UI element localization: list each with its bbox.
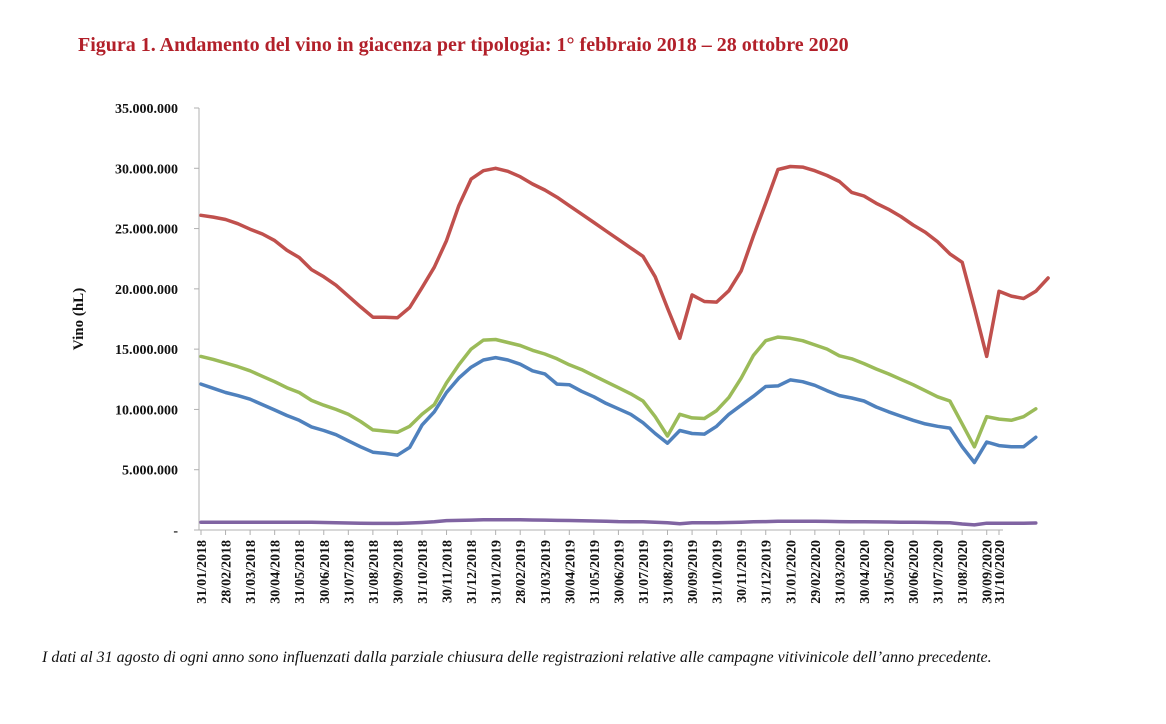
x-ticks: 31/01/2018 28/02/2018 31/03/2018 30/04/2018… — [195, 530, 1008, 604]
y-axis-label-group: Vino (hL) — [71, 288, 87, 350]
figure-title: Figura 1. Andamento del vino in giacenza… — [78, 34, 849, 56]
x-tick-label: 31/07/2019 — [637, 540, 652, 604]
y-tick-label: - — [173, 524, 178, 539]
y-tick-label: 25.000.000 — [115, 223, 178, 238]
x-tick-label: 31/10/2018 — [416, 540, 431, 604]
x-tick-label: 31/03/2018 — [244, 540, 259, 604]
x-tick-label: 30/09/2019 — [686, 540, 701, 604]
y-axis-label: Vino (hL) — [71, 288, 87, 350]
x-tick-label: 31/08/2019 — [662, 540, 677, 604]
y-tick-label: 10.000.000 — [115, 403, 178, 418]
x-tick-label: 31/01/2020 — [784, 540, 799, 604]
x-tick-label: 30/11/2018 — [441, 540, 456, 603]
series-line-green — [199, 335, 1038, 449]
x-tick-label: 31/08/2018 — [367, 540, 382, 604]
x-tick-label: 31/07/2018 — [342, 540, 357, 604]
y-tick-label: 35.000.000 — [115, 102, 178, 117]
x-tick-label: 28/02/2018 — [220, 540, 235, 604]
x-tick-label: 31/10/2019 — [711, 540, 726, 604]
y-tick-label: 30.000.000 — [115, 162, 178, 177]
y-tick-label: 15.000.000 — [115, 343, 178, 358]
x-tick-label: 30/04/2020 — [858, 540, 873, 604]
x-tick-label: 30/09/2020 — [981, 540, 996, 604]
x-tick-label: 30/09/2018 — [391, 540, 406, 604]
x-tick-label: 31/05/2020 — [883, 540, 898, 604]
y-ticks: - 5.000.000 10.000.000 15.000.000 20.000.000… — [115, 102, 199, 539]
x-tick-label: 31/12/2019 — [760, 540, 775, 604]
series-lines — [199, 164, 1050, 527]
series-line-blue — [199, 355, 1038, 465]
line-chart: Vino (hL) - 5.000.000 10.000.000 15.000.000… — [71, 102, 1050, 604]
x-tick-label: 31/05/2018 — [293, 540, 308, 604]
x-tick-label: 28/02/2019 — [514, 540, 529, 604]
x-tick-label: 31/12/2018 — [465, 540, 480, 604]
x-tick-label: 30/04/2019 — [563, 540, 578, 604]
x-tick-label: 30/06/2019 — [612, 540, 627, 604]
x-tick-label: 31/03/2020 — [833, 540, 848, 604]
x-tick-label: 30/06/2018 — [318, 540, 333, 604]
x-tick-label: 30/04/2018 — [269, 540, 284, 604]
x-tick-label: 31/07/2020 — [932, 540, 947, 604]
x-tick-label: 31/03/2019 — [539, 540, 554, 604]
series-line-purple — [199, 518, 1038, 527]
series-line-red — [199, 164, 1050, 359]
x-tick-label: 31/05/2019 — [588, 540, 603, 604]
y-tick-label: 5.000.000 — [122, 464, 178, 479]
x-tick-label: 29/02/2020 — [809, 540, 824, 604]
x-tick-label: 31/01/2019 — [490, 540, 505, 604]
y-tick-label: 20.000.000 — [115, 283, 178, 298]
x-tick-label: 31/10/2020 — [993, 540, 1008, 604]
figure-caption: I dati al 31 agosto di ogni anno sono in… — [42, 649, 992, 666]
x-tick-label: 31/08/2020 — [956, 540, 971, 604]
x-tick-label: 30/11/2019 — [735, 540, 750, 603]
x-tick-label: 31/01/2018 — [195, 540, 210, 604]
x-tick-label: 30/06/2020 — [907, 540, 922, 604]
